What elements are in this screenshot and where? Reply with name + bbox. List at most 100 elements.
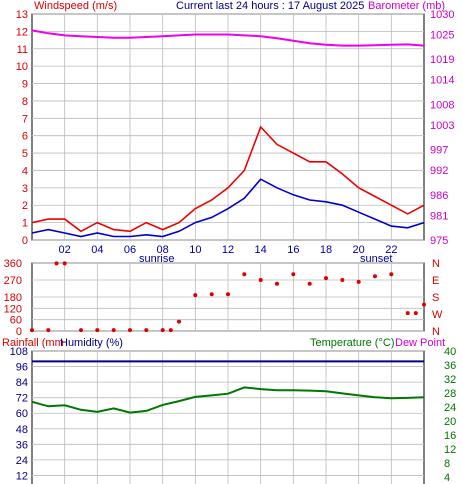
- temperature-y-tick-label: 20: [444, 416, 456, 428]
- temperature-y-ticks: 0481216202428323640: [444, 346, 456, 484]
- wind-y-tick-label: 8: [22, 96, 28, 108]
- direction-point: [111, 328, 116, 333]
- wind-y-tick-label: 10: [16, 61, 28, 73]
- wind-y-tick-label: 0: [22, 235, 28, 247]
- temperature-y-tick-label: 28: [444, 388, 456, 400]
- humidity-y-tick-label: 96: [16, 362, 28, 374]
- average-wind-line: [31, 178, 425, 238]
- direction-y-tick-label: 120: [4, 303, 22, 315]
- direction-series: [30, 261, 426, 333]
- temperature-y-tick-label: 4: [444, 472, 450, 484]
- humidity-y-tick-label: 48: [16, 424, 28, 436]
- dewpoint-header: Dew Point: [395, 337, 445, 349]
- temperature-y-tick-label: 8: [444, 458, 450, 470]
- direction-point: [226, 292, 230, 297]
- direction-y-tick-label: 270: [4, 275, 22, 287]
- direction-point: [144, 328, 149, 333]
- time-x-tick-label: 22: [385, 244, 397, 256]
- direction-y-tick-label: 360: [4, 258, 22, 270]
- temperature-y-tick-label: 36: [444, 360, 456, 372]
- direction-point: [413, 311, 418, 316]
- windspeed-header: Windspeed (m/s): [34, 0, 117, 12]
- gust-line: [31, 125, 425, 233]
- barometer-y-tick-label: 1019: [430, 54, 454, 66]
- direction-point: [389, 272, 394, 277]
- barometer-y-tick-label: 1008: [430, 99, 454, 111]
- humidity-header: Humidity (%): [60, 337, 123, 349]
- wind-y-tick-label: 1: [22, 218, 28, 230]
- time-x-tick-label: 06: [124, 244, 136, 256]
- barometer-line: [31, 29, 425, 47]
- compass-tick-label: E: [432, 275, 439, 287]
- humidity-y-tick-label: 108: [10, 346, 28, 358]
- barometer-y-tick-label: 1025: [430, 30, 454, 42]
- humidity-y-tick-label: 84: [16, 377, 28, 389]
- barometer-y-tick-label: 975: [430, 235, 448, 247]
- sunrise-label: sunrise: [139, 253, 174, 265]
- direction-point: [242, 272, 247, 277]
- time-x-tick-label: 08: [157, 244, 169, 256]
- direction-point: [275, 281, 279, 286]
- time-x-tick-label: 10: [189, 244, 201, 256]
- temperature-y-tick-label: 24: [444, 402, 456, 414]
- time-x-tick-label: 14: [255, 244, 267, 256]
- wind-y-tick-label: 12: [16, 26, 28, 38]
- direction-point: [193, 293, 198, 298]
- temperature-y-tick-label: 32: [444, 374, 456, 386]
- humidity-y-tick-label: 36: [16, 439, 28, 451]
- barometer-y-tick-label: 992: [430, 165, 448, 177]
- wind-y-tick-label: 13: [16, 9, 28, 21]
- direction-point: [168, 328, 173, 333]
- direction-point: [79, 328, 83, 333]
- direction-point: [307, 281, 312, 286]
- chart-title: Current last 24 hours : 17 August 2025: [176, 0, 364, 12]
- wind-y-tick-label: 9: [22, 79, 28, 91]
- barometer-y-tick-label: 997: [430, 145, 448, 157]
- temperature-y-tick-label: 40: [444, 346, 456, 358]
- temperature-y-tick-label: 16: [444, 430, 456, 442]
- direction-point: [54, 261, 59, 266]
- direction-point: [177, 319, 181, 324]
- wind-y-tick-label: 6: [22, 131, 28, 143]
- direction-point: [324, 276, 328, 281]
- time-x-tick-label: 04: [91, 244, 103, 256]
- direction-point: [95, 328, 100, 333]
- compass-tick-label: N: [432, 326, 440, 338]
- direction-point: [160, 328, 165, 333]
- humidity-series: [31, 360, 425, 414]
- temperature-y-tick-label: 12: [444, 444, 456, 456]
- barometer-y-tick-label: 981: [430, 210, 448, 222]
- direction-point: [422, 302, 426, 307]
- time-x-tick-label: 02: [59, 244, 71, 256]
- direction-point: [291, 272, 296, 277]
- humidity-y-tick-label: 60: [16, 408, 28, 420]
- wind-y-tick-label: 7: [22, 113, 28, 125]
- direction-point: [258, 278, 263, 282]
- time-x-tick-label: 12: [222, 244, 234, 256]
- time-x-tick-label: 20: [353, 244, 365, 256]
- time-x-ticks: 02 04 06 08 10 12 14 16 18 20 22: [59, 244, 398, 256]
- compass-tick-label: S: [432, 292, 439, 304]
- direction-point: [340, 278, 345, 282]
- direction-y-tick-label: 60: [10, 315, 22, 327]
- direction-point: [209, 292, 214, 297]
- compass-tick-label: W: [432, 309, 443, 321]
- temperature-header: Temperature (°C): [310, 337, 394, 349]
- time-x-tick-label: 16: [287, 244, 299, 256]
- wind-y-tick-label: 2: [22, 200, 28, 212]
- direction-point: [373, 274, 377, 279]
- wind-y-tick-label: 11: [17, 44, 28, 56]
- time-x-tick-label: 18: [320, 244, 332, 256]
- barometer-header: Barometer (mb): [368, 0, 445, 12]
- direction-point: [46, 328, 51, 333]
- direction-point: [405, 311, 410, 316]
- barometer-y-tick-label: 1030: [430, 9, 454, 21]
- humidity-y-ticks: 01224364860728496108: [10, 346, 28, 482]
- wind-y-tick-label: 3: [22, 183, 28, 195]
- wind-y-tick-label: 5: [22, 148, 28, 160]
- barometer-y-tick-label: 1003: [430, 120, 454, 132]
